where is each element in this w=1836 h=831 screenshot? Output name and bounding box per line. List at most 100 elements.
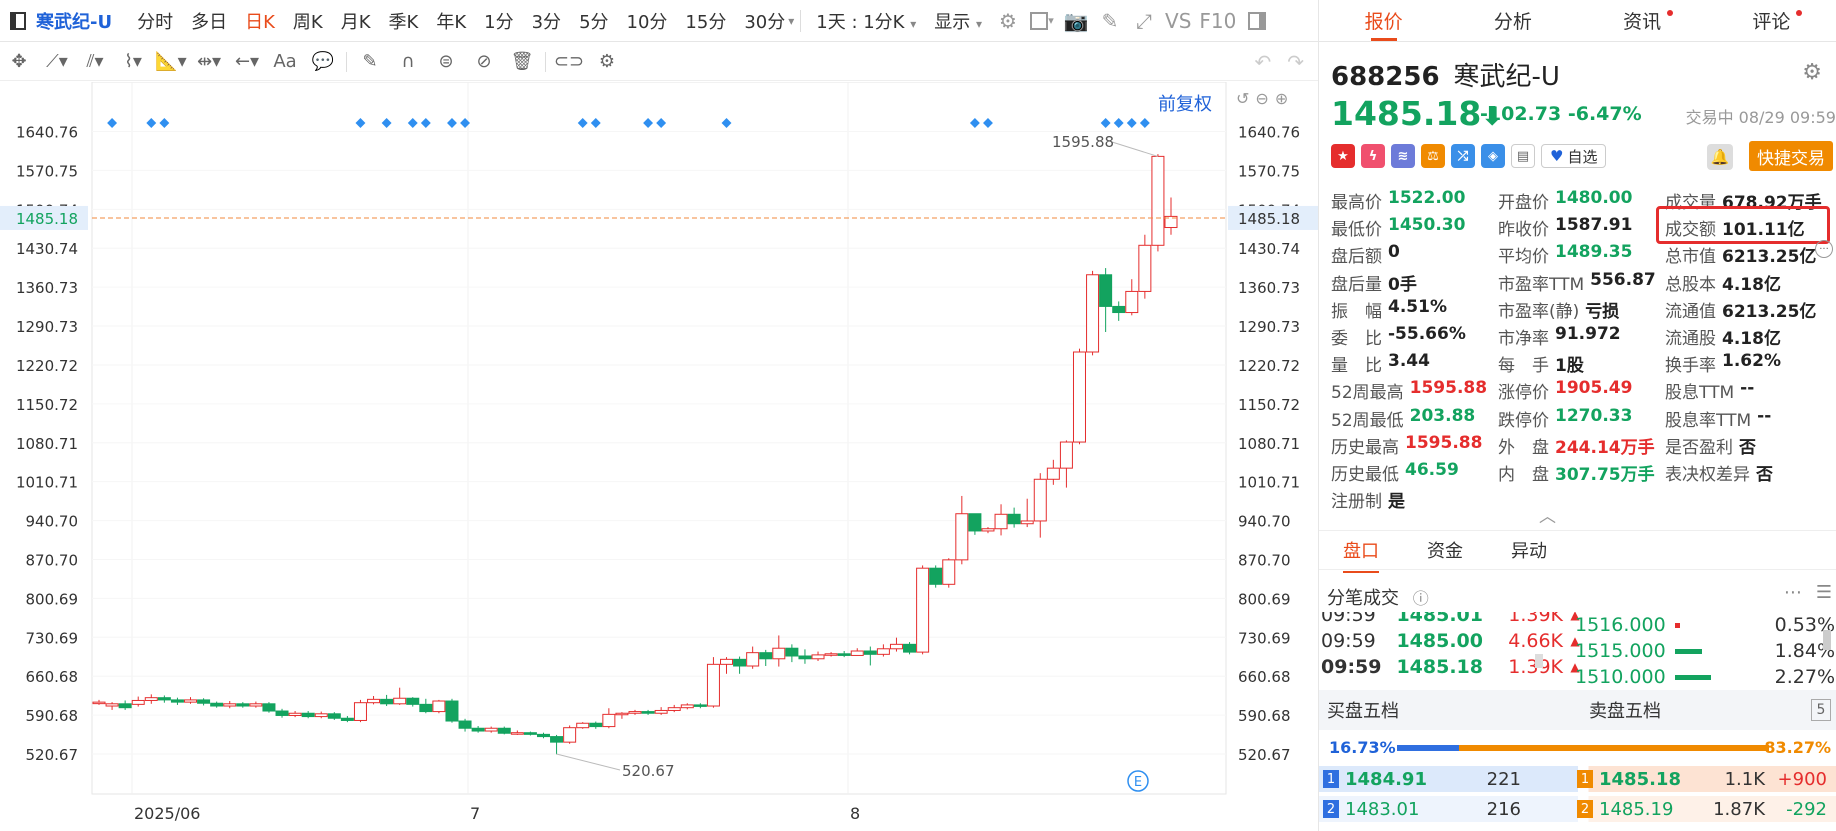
link-icon[interactable]: ⊂⊃ — [553, 51, 585, 72]
candle[interactable] — [1059, 440, 1073, 488]
candle[interactable] — [288, 711, 302, 718]
hide-icon[interactable]: ⊘ — [476, 51, 492, 72]
candle[interactable] — [903, 642, 917, 655]
zoom-in-icon[interactable]: ⊕ — [1274, 89, 1289, 108]
balance-icon[interactable]: ⚖ — [1421, 144, 1445, 168]
event-marker[interactable] — [1126, 118, 1137, 128]
timeframe-tab[interactable]: 日K — [245, 11, 275, 33]
candle[interactable] — [798, 649, 812, 664]
candle[interactable] — [144, 694, 158, 704]
candle[interactable] — [1099, 268, 1113, 332]
candle[interactable] — [876, 644, 890, 657]
event-marker[interactable] — [407, 118, 418, 128]
candle[interactable] — [406, 697, 420, 707]
candle[interactable] — [210, 701, 224, 708]
candle[interactable] — [301, 711, 315, 719]
brush-icon[interactable]: ✎ — [362, 51, 378, 72]
vs-button[interactable]: VS — [1165, 8, 1192, 33]
candle[interactable] — [759, 649, 773, 667]
channel-tool-icon[interactable]: ⫽▾ — [86, 51, 104, 72]
event-marker[interactable] — [721, 118, 732, 128]
quote-tab[interactable]: 报价 — [1319, 0, 1448, 41]
candle[interactable] — [772, 635, 786, 667]
candle[interactable] — [249, 701, 263, 708]
more-icon[interactable]: ··· — [1815, 240, 1833, 258]
timeframe-tab[interactable]: 10分 — [626, 11, 668, 33]
event-marker[interactable] — [420, 118, 431, 128]
quote-tab[interactable]: 评论 — [1707, 0, 1836, 41]
event-marker[interactable] — [590, 118, 601, 128]
candle[interactable] — [236, 702, 250, 708]
candle[interactable] — [340, 716, 354, 723]
candle[interactable] — [1033, 473, 1047, 538]
order-book-row[interactable]: 1 1484.91 221 1 1485.18 1.1K +900 — [1319, 766, 1836, 792]
candle[interactable] — [811, 651, 825, 662]
database-icon[interactable]: ≋ — [1391, 144, 1415, 168]
candle[interactable] — [602, 708, 616, 729]
lightning-icon[interactable]: ϟ — [1361, 144, 1385, 168]
tick-list[interactable]: 09:59 1485.01 1.39K ▲ 09:59 1485.00 4.66K ▲ 09:5… — [1319, 612, 1836, 687]
redo-icon[interactable]: ↷ — [1287, 49, 1304, 74]
candle[interactable] — [850, 648, 864, 656]
candle[interactable] — [523, 731, 537, 736]
trash-icon[interactable]: 🗑 — [510, 51, 534, 72]
more-options-icon[interactable]: ⋯ — [1783, 582, 1802, 603]
candle[interactable] — [942, 558, 956, 588]
quote-tab[interactable]: 资讯 — [1578, 0, 1707, 41]
timeframe-tab[interactable]: 30分 — [744, 11, 786, 33]
timeframe-tab[interactable]: 15分 — [685, 11, 727, 33]
candle[interactable] — [563, 725, 577, 744]
timeframe-tab[interactable]: 分时 — [137, 11, 174, 33]
collapse-icon[interactable]: ︿ — [1539, 507, 1556, 527]
candle[interactable] — [314, 711, 328, 719]
pankou-tab[interactable]: 异动 — [1511, 541, 1547, 562]
candle[interactable] — [367, 696, 381, 705]
order-book-row[interactable]: 2 1483.01 216 2 1485.19 1.87K -292 — [1319, 796, 1836, 822]
china-flag-icon[interactable]: ★ — [1331, 144, 1355, 168]
square-icon[interactable]: ▾ — [1025, 6, 1059, 36]
event-marker[interactable] — [983, 118, 993, 128]
range-tool-icon[interactable]: ⇹▾ — [196, 51, 222, 72]
reset-icon[interactable]: ↺ — [1236, 89, 1250, 108]
wave-tool-icon[interactable]: ⌇▾ — [124, 51, 142, 72]
candle[interactable] — [785, 644, 799, 663]
candle[interactable] — [994, 504, 1008, 536]
measure-tool-icon[interactable]: 📐▾ — [155, 51, 187, 72]
quote-tab[interactable]: 分析 — [1448, 0, 1577, 41]
candle[interactable] — [1072, 348, 1086, 445]
display-selector[interactable]: 显示 ▾ — [925, 8, 991, 34]
timeframe-tab[interactable]: 季K — [388, 11, 419, 33]
candle[interactable] — [550, 734, 564, 755]
pencil-icon[interactable]: ✎ — [1101, 8, 1119, 33]
panel-toggle-icon[interactable] — [10, 11, 26, 30]
candle[interactable] — [667, 704, 681, 713]
lock-icon[interactable]: ⊜ — [438, 51, 454, 72]
event-marker[interactable] — [146, 118, 157, 128]
timeframe-tab[interactable]: 月K — [340, 11, 371, 33]
candle[interactable] — [380, 694, 394, 707]
candle[interactable] — [1151, 154, 1165, 252]
candle[interactable] — [157, 695, 171, 703]
candle[interactable] — [1020, 498, 1034, 528]
depth-level-button[interactable]: 5 — [1811, 699, 1831, 721]
candle[interactable] — [615, 712, 629, 719]
pankou-tab[interactable]: 资金 — [1427, 541, 1463, 562]
candle[interactable] — [471, 726, 485, 733]
gear-icon[interactable]: ⚙ — [1802, 60, 1822, 85]
candle[interactable] — [733, 656, 747, 674]
candle[interactable] — [197, 698, 211, 706]
candle[interactable] — [497, 726, 511, 735]
candle[interactable] — [327, 712, 341, 720]
candle[interactable] — [1086, 270, 1100, 356]
candle[interactable] — [889, 637, 903, 652]
candle[interactable] — [419, 698, 433, 714]
candle[interactable] — [510, 730, 524, 735]
text-tool-icon[interactable]: Aa — [273, 51, 297, 72]
candle[interactable] — [654, 707, 668, 715]
arrow-tool-icon[interactable]: ←▾ — [234, 51, 260, 72]
candle[interactable] — [184, 697, 198, 704]
bell-icon[interactable]: 🔔 — [1707, 144, 1733, 170]
range-selector[interactable]: 1天 : 1分K ▾ — [807, 8, 925, 34]
candle[interactable] — [393, 687, 407, 705]
candle[interactable] — [863, 646, 877, 666]
